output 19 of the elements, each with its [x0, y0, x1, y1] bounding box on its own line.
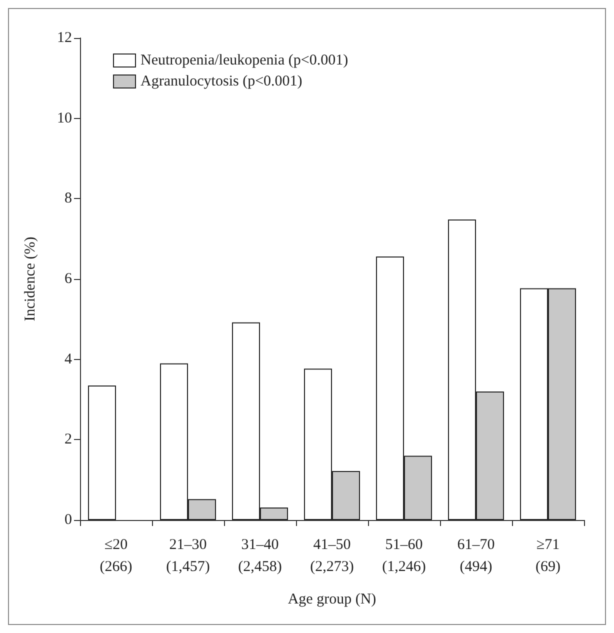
x-tick-label: 41–50 (2,273) [310, 537, 354, 575]
x-tick-label: 61–70 (494) [457, 537, 495, 575]
y-tick-label: 10 [57, 110, 72, 126]
y-tick-label: 4 [64, 351, 72, 368]
y-tick-label: 6 [64, 271, 72, 287]
x-tick-label: 31–40 (2,458) [238, 537, 282, 575]
y-tick-label: 12 [57, 30, 72, 46]
legend-label: Neutropenia/leukopenia (p<0.001) [140, 52, 348, 68]
x-tick-label: ≤20 (266) [100, 537, 132, 575]
y-tick-label: 0 [64, 512, 72, 528]
y-tick-label: 8 [64, 190, 72, 207]
y-axis-title: Incidence (%) [22, 236, 38, 322]
x-tick-label: 21–30 (1,457) [166, 537, 210, 575]
x-tick-label: ≥71 (69) [536, 537, 560, 575]
bar [88, 385, 116, 520]
x-tick-label: 51–60 (1,246) [382, 537, 426, 575]
x-axis-title: Age group (N) [288, 592, 376, 608]
legend-label: Agranulocytosis (p<0.001) [140, 74, 302, 90]
y-tick-label: 2 [64, 432, 72, 448]
